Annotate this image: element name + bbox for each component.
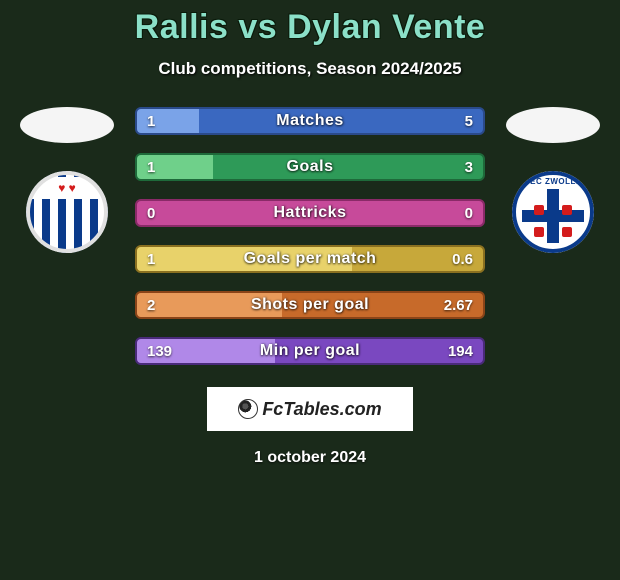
stat-bar: 139194Min per goal bbox=[135, 337, 485, 365]
stat-bar: 10.6Goals per match bbox=[135, 245, 485, 273]
main-row: ♥ ♥ 15Matches 13Goals 00Hattricks 10.6Goals… bbox=[0, 107, 620, 365]
stat-bar: 00Hattricks bbox=[135, 199, 485, 227]
comparison-card: Rallis vs Dylan Vente Club competitions,… bbox=[0, 0, 620, 467]
football-icon bbox=[238, 399, 258, 419]
stat-bar: 13Goals bbox=[135, 153, 485, 181]
left-club-badge: ♥ ♥ bbox=[26, 171, 108, 253]
stat-label: Shots per goal bbox=[137, 293, 483, 317]
stat-label: Goals per match bbox=[137, 247, 483, 271]
stat-label: Min per goal bbox=[137, 339, 483, 363]
subtitle: Club competitions, Season 2024/2025 bbox=[0, 59, 620, 79]
left-player-column: ♥ ♥ bbox=[17, 107, 117, 253]
brand-text: FcTables.com bbox=[262, 399, 381, 420]
right-player-column: PEC ZWOLLE bbox=[503, 107, 603, 253]
left-flag-placeholder bbox=[20, 107, 114, 143]
page-title: Rallis vs Dylan Vente bbox=[0, 8, 620, 47]
brand-watermark: FcTables.com bbox=[207, 387, 413, 431]
stat-label: Hattricks bbox=[137, 201, 483, 225]
stat-bar: 15Matches bbox=[135, 107, 485, 135]
stats-bars: 15Matches 13Goals 00Hattricks 10.6Goals per… bbox=[135, 107, 485, 365]
stat-label: Matches bbox=[137, 109, 483, 133]
right-club-badge: PEC ZWOLLE bbox=[512, 171, 594, 253]
stat-label: Goals bbox=[137, 155, 483, 179]
right-flag-placeholder bbox=[506, 107, 600, 143]
stat-bar: 22.67Shots per goal bbox=[135, 291, 485, 319]
date-label: 1 october 2024 bbox=[0, 449, 620, 467]
